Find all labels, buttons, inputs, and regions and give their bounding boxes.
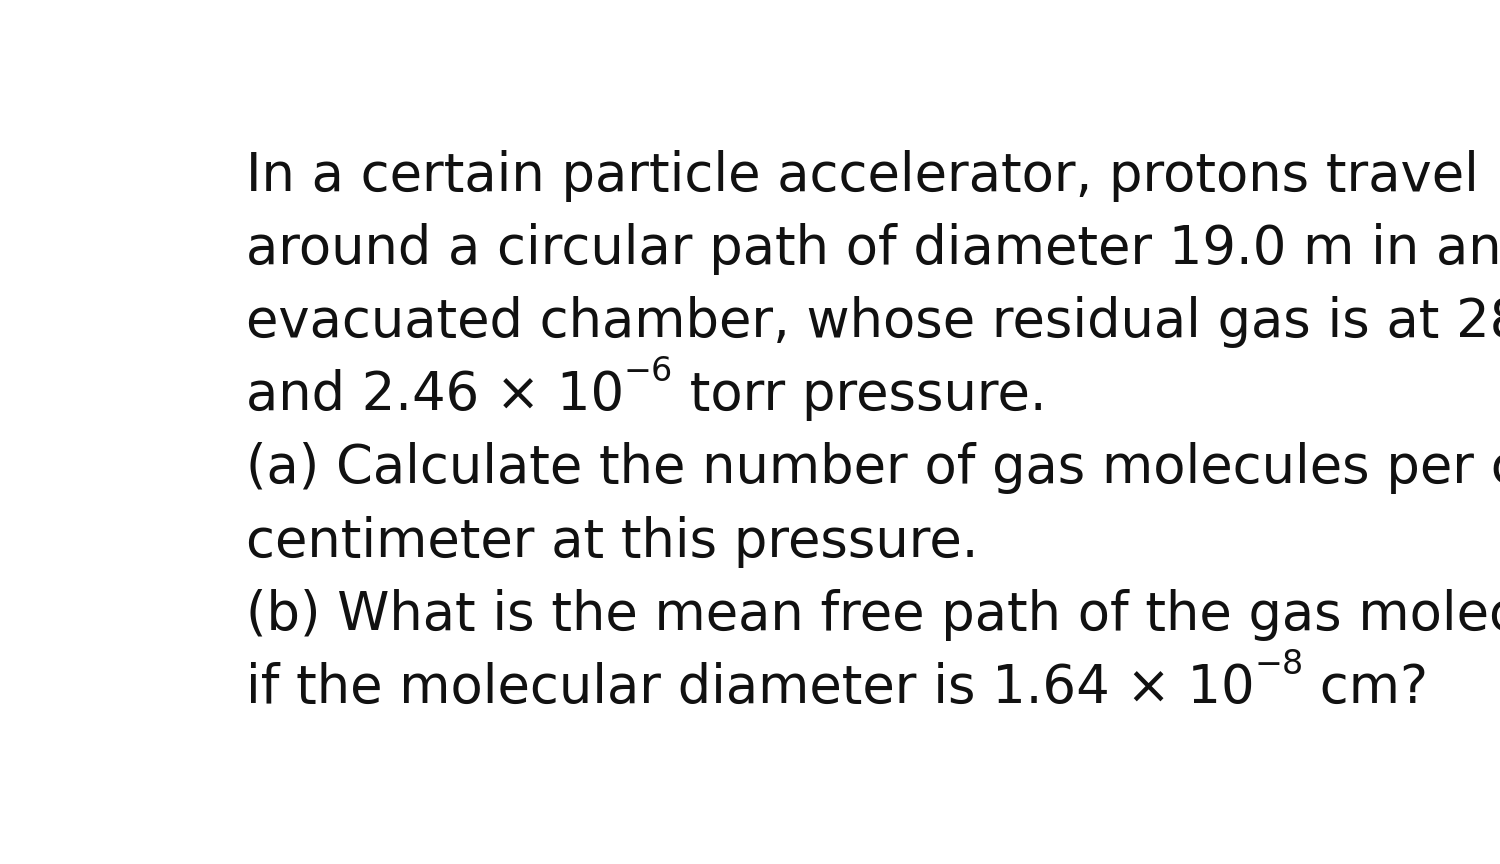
- Text: In a certain particle accelerator, protons travel: In a certain particle accelerator, proto…: [246, 149, 1479, 202]
- Text: (b) What is the mean free path of the gas molecules: (b) What is the mean free path of the ga…: [246, 588, 1500, 641]
- Text: (a) Calculate the number of gas molecules per cubic: (a) Calculate the number of gas molecule…: [246, 442, 1500, 494]
- Text: evacuated chamber, whose residual gas is at 286 K: evacuated chamber, whose residual gas is…: [246, 296, 1500, 348]
- Text: if the molecular diameter is 1.64 × 10: if the molecular diameter is 1.64 × 10: [246, 662, 1254, 714]
- Text: cm?: cm?: [1304, 662, 1428, 714]
- Text: around a circular path of diameter 19.0 m in an: around a circular path of diameter 19.0 …: [246, 223, 1500, 275]
- Text: torr pressure.: torr pressure.: [674, 369, 1047, 422]
- Text: and 2.46 × 10: and 2.46 × 10: [246, 369, 624, 422]
- Text: −6: −6: [624, 355, 674, 389]
- Text: centimeter at this pressure.: centimeter at this pressure.: [246, 516, 978, 568]
- Text: −8: −8: [1254, 648, 1304, 681]
